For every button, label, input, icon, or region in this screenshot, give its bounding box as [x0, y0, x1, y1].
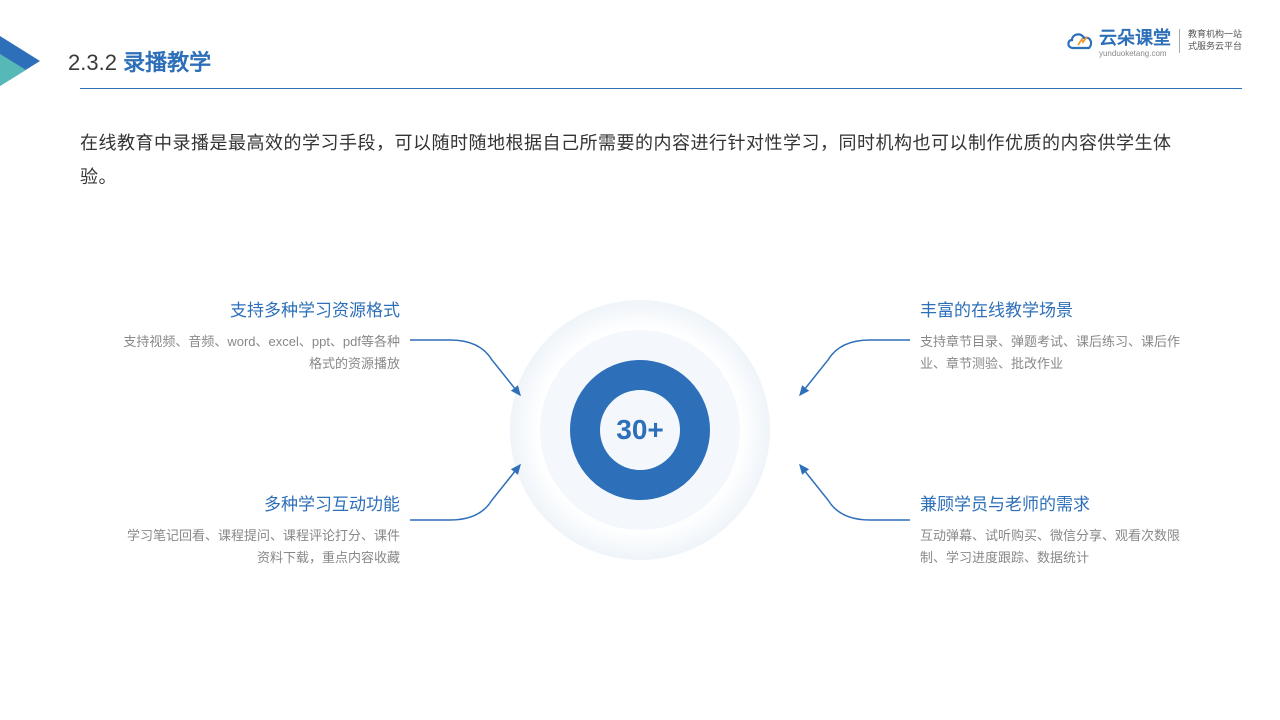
feature-bottom-left: 多种学习互动功能 学习笔记回看、课程提问、课程评论打分、课件资料下载，重点内容收…: [120, 490, 400, 569]
feature-desc: 支持视频、音频、word、excel、ppt、pdf等各种格式的资源播放: [120, 331, 400, 375]
feature-top-right: 丰富的在线教学场景 支持章节目录、弹题考试、课后练习、课后作业、章节测验、批改作…: [920, 296, 1200, 375]
logo-tagline: 教育机构一站 式服务云平台: [1179, 29, 1242, 52]
section-name: 录播教学: [123, 50, 211, 75]
brand-logo: 云朵课堂 yunduoketang.com 教育机构一站 式服务云平台: [1065, 24, 1242, 58]
feature-title: 多种学习互动功能: [120, 490, 400, 515]
tagline-line2: 式服务云平台: [1188, 41, 1242, 53]
feature-bottom-right: 兼顾学员与老师的需求 互动弹幕、试听购买、微信分享、观看次数限制、学习进度跟踪、…: [920, 490, 1200, 569]
header-play-icon: [0, 36, 40, 86]
intro-paragraph: 在线教育中录播是最高效的学习手段，可以随时随地根据自己所需要的内容进行针对性学习…: [80, 126, 1200, 194]
logo-name: 云朵课堂: [1099, 28, 1171, 48]
section-number: 2.3.2: [68, 50, 117, 75]
center-ring-diagram: 30+: [510, 300, 770, 560]
section-title: 2.3.2 录播教学: [68, 45, 211, 77]
feature-desc: 学习笔记回看、课程提问、课程评论打分、课件资料下载，重点内容收藏: [120, 525, 400, 569]
ring-value: 30+: [616, 414, 664, 446]
feature-desc: 支持章节目录、弹题考试、课后练习、课后作业、章节测验、批改作业: [920, 331, 1200, 375]
feature-title: 兼顾学员与老师的需求: [920, 490, 1200, 515]
feature-title: 支持多种学习资源格式: [120, 296, 400, 321]
header-underline: [80, 88, 1242, 89]
feature-top-left: 支持多种学习资源格式 支持视频、音频、word、excel、ppt、pdf等各种…: [120, 296, 400, 375]
logo-text-block: 云朵课堂 yunduoketang.com: [1099, 24, 1171, 58]
feature-title: 丰富的在线教学场景: [920, 296, 1200, 321]
cloud-icon: [1065, 30, 1095, 52]
feature-desc: 互动弹幕、试听购买、微信分享、观看次数限制、学习进度跟踪、数据统计: [920, 525, 1200, 569]
logo-domain: yunduoketang.com: [1099, 50, 1171, 58]
tagline-line1: 教育机构一站: [1188, 29, 1242, 41]
